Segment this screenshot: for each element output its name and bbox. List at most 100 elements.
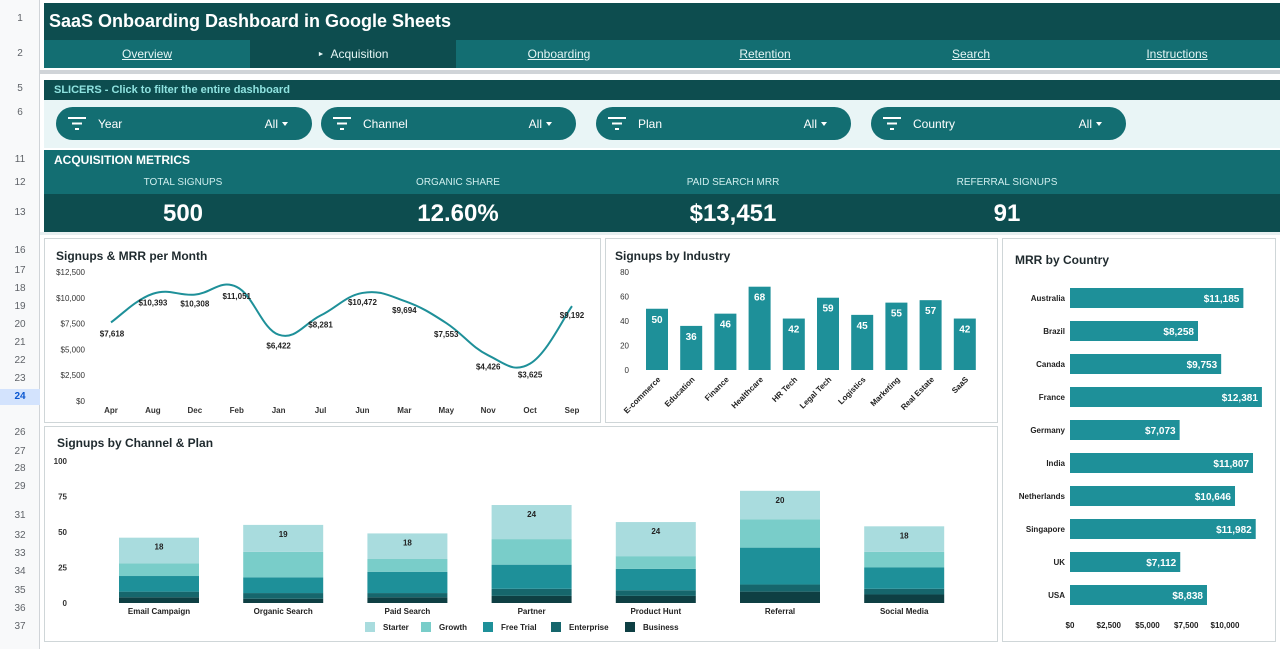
row-number[interactable]: 31 — [14, 510, 26, 521]
metric-label-total-signups: TOTAL SIGNUPS — [143, 177, 223, 188]
tab-search[interactable]: Search — [868, 40, 1074, 68]
slicer-year[interactable]: Year All — [56, 107, 312, 140]
industry-bar — [714, 313, 737, 370]
stack-segment-free-trial — [864, 567, 945, 589]
x-tick-label: Healthcare — [730, 375, 766, 411]
chart-title: Signups & MRR per Month — [56, 249, 208, 263]
slicer-country[interactable]: Country All — [871, 107, 1126, 140]
stack-segment-growth — [491, 539, 572, 565]
legend-swatch — [421, 622, 431, 632]
stack-segment-starter — [119, 537, 199, 564]
tab-label: Acquisition — [330, 47, 389, 61]
row-number[interactable]: 33 — [14, 548, 26, 559]
stack-segment-free-trial — [740, 547, 820, 585]
legend-label: Growth — [439, 623, 467, 632]
tab-acquisition[interactable]: ► Acquisition — [250, 40, 456, 68]
row-number[interactable]: 18 — [14, 283, 26, 294]
y-tick-label: 60 — [620, 293, 629, 302]
metric-label-referral-signups: REFERRAL SIGNUPS — [956, 177, 1058, 188]
stack-segment-business — [491, 595, 572, 603]
bar-value-label: 42 — [788, 325, 800, 336]
row-number[interactable]: 16 — [14, 245, 26, 256]
x-tick-label: Jan — [272, 406, 286, 415]
slicer-value: All — [1078, 117, 1092, 131]
industry-bar — [885, 302, 908, 370]
row-number[interactable]: 21 — [14, 337, 26, 348]
tab-instructions[interactable]: Instructions — [1074, 40, 1280, 68]
metric-label-organic-share: ORGANIC SHARE — [416, 177, 500, 188]
row-number[interactable]: 19 — [14, 301, 26, 312]
stack-segment-free-trial — [243, 577, 324, 594]
stack-segment-growth — [615, 556, 696, 569]
row-number[interactable]: 23 — [14, 373, 26, 384]
data-label: $9,694 — [392, 306, 417, 315]
stack-segment-enterprise — [491, 588, 572, 596]
filter-icon — [883, 117, 901, 130]
y-tick-label: $7,500 — [61, 320, 86, 329]
y-tick-label: 0 — [625, 366, 630, 375]
dropdown-caret-icon — [282, 122, 288, 126]
y-tick-label: India — [1046, 459, 1065, 468]
row-number[interactable]: 11 — [14, 154, 26, 165]
y-tick-label: Australia — [1031, 294, 1066, 303]
bar-value-label: 36 — [686, 332, 698, 343]
row-number[interactable]: 29 — [14, 481, 26, 492]
industry-bar — [919, 300, 942, 370]
x-tick-label: Jul — [315, 406, 327, 415]
row-number[interactable]: 5 — [17, 83, 23, 94]
country-bar — [1070, 387, 1262, 407]
country-bar — [1070, 519, 1256, 539]
country-bar — [1070, 585, 1207, 605]
industry-bar — [680, 325, 703, 370]
bar-value-label: 57 — [925, 306, 937, 317]
chart-card-country: MRR by Country Australia $11,185 Brazil $8,… — [1002, 238, 1276, 642]
industry-bar-chart: 0 20 40 60 80 50 E-commerce 36 Education 46 Financ… — [620, 268, 976, 415]
stack-segment-growth — [864, 551, 945, 568]
legend-label: Free Trial — [501, 623, 537, 632]
x-tick-label: Jun — [355, 406, 369, 415]
line-chart: $0 $2,500 $5,000 $7,500 $10,000 $12,500 Apr Aug… — [56, 268, 585, 415]
row-number[interactable]: 26 — [14, 427, 26, 438]
row-number[interactable]: 24 — [0, 389, 40, 405]
bar-value-label: 24 — [651, 527, 660, 536]
tab-onboarding[interactable]: Onboarding — [456, 40, 662, 68]
row-number[interactable]: 36 — [14, 603, 26, 614]
row-number[interactable]: 17 — [14, 265, 26, 276]
chart-card-monthly-mrr: Signups & MRR per Month $0 $2,500 $5,000 $7… — [44, 238, 601, 423]
row-number[interactable]: 37 — [14, 621, 26, 632]
tab-retention[interactable]: Retention — [662, 40, 868, 68]
row-number[interactable]: 22 — [14, 355, 26, 366]
stack-segment-growth — [740, 519, 820, 548]
row-number[interactable]: 2 — [17, 48, 23, 59]
row-number[interactable]: 34 — [14, 566, 26, 577]
data-label: $8,281 — [308, 321, 333, 330]
stack-segment-free-trial — [119, 576, 199, 592]
legend-swatch — [365, 622, 375, 632]
country-bar — [1070, 354, 1222, 374]
stack-segment-growth — [367, 558, 448, 572]
slicer-channel[interactable]: Channel All — [321, 107, 576, 140]
row-number[interactable]: 13 — [14, 207, 26, 218]
bar-value-label: 42 — [959, 325, 971, 336]
row-number[interactable]: 35 — [14, 585, 26, 596]
row-number[interactable]: 6 — [17, 107, 23, 118]
tab-overview[interactable]: Overview — [44, 40, 250, 68]
row-number[interactable]: 1 — [17, 13, 23, 24]
row-number[interactable]: 20 — [14, 319, 26, 330]
bar-value-label: 46 — [720, 320, 732, 331]
tab-label: Instructions — [1146, 47, 1208, 61]
slicer-plan[interactable]: Plan All — [596, 107, 851, 140]
stacked-bar-chart: 0 25 50 75 100 18 Email Campaign 19 Organic Sear… — [54, 457, 945, 632]
stack-segment-enterprise — [864, 588, 945, 595]
x-tick-label: Dec — [187, 406, 202, 415]
row-number[interactable]: 28 — [14, 463, 26, 474]
row-number[interactable]: 27 — [14, 446, 26, 457]
row-number[interactable]: 32 — [14, 530, 26, 541]
x-tick-label: Social Media — [880, 607, 929, 616]
title-bar — [44, 3, 1280, 40]
row-number[interactable]: 12 — [14, 177, 26, 188]
filter-icon — [68, 117, 86, 130]
x-tick-label: Legal Tech — [798, 375, 834, 411]
y-tick-label: 100 — [54, 457, 68, 466]
bar-value-label: 19 — [279, 530, 288, 539]
